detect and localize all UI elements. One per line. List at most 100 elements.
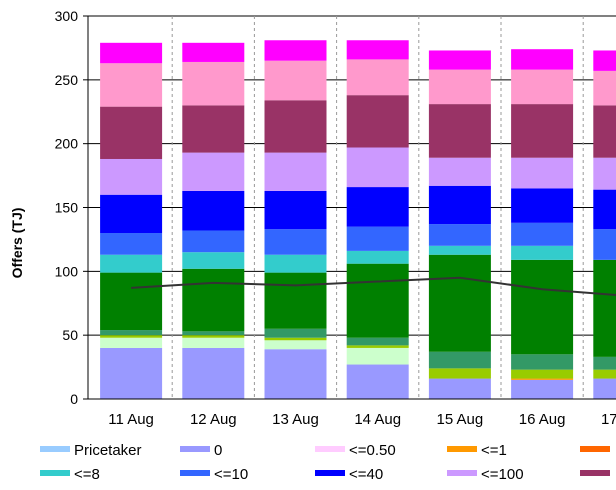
bar-segment xyxy=(593,70,616,106)
y-tick-label: 300 xyxy=(55,8,79,24)
bar-segment xyxy=(264,60,327,101)
bar-segment xyxy=(428,368,491,379)
bar-segment xyxy=(511,369,574,379)
bar-segment xyxy=(346,226,409,251)
bar-segment xyxy=(264,40,327,61)
bar-segment xyxy=(511,157,574,189)
bar-segment xyxy=(182,190,245,231)
y-tick-label: 100 xyxy=(55,263,79,279)
y-tick-labels: 0 50 100 150 200 250 300 xyxy=(55,8,79,407)
y-tick-label: 150 xyxy=(55,200,79,216)
bar-segment xyxy=(182,331,245,336)
bar-segment xyxy=(100,330,163,336)
bar-segment xyxy=(100,272,163,331)
legend-swatch xyxy=(447,446,477,452)
bar-segment xyxy=(182,61,245,106)
x-tick-label: 13 Aug xyxy=(272,411,319,428)
x-tick-label: 17 Aug xyxy=(601,411,616,428)
bar-segment xyxy=(182,152,245,191)
bar-segment xyxy=(100,194,163,234)
bar-segment xyxy=(593,105,616,158)
legend-swatch xyxy=(180,470,210,476)
bar-segment xyxy=(511,188,574,223)
x-tick-label: 11 Aug xyxy=(108,411,154,428)
bar-segment xyxy=(428,351,491,369)
bar-segment xyxy=(511,354,574,370)
bar-segment xyxy=(182,42,245,62)
bar-segment xyxy=(593,369,616,379)
bar-segment xyxy=(428,104,491,158)
bar-segment xyxy=(264,100,327,153)
bar-segment xyxy=(182,230,245,253)
bar-segment xyxy=(182,337,245,348)
legend-swatch xyxy=(315,470,345,476)
bar-segment xyxy=(182,335,245,338)
bar-segment xyxy=(593,50,616,71)
legend-swatch xyxy=(40,470,70,476)
y-tick-label: 250 xyxy=(55,72,79,88)
bar-segment xyxy=(428,185,491,225)
legend-label: <=10 xyxy=(214,466,248,483)
bar-segment xyxy=(100,63,163,107)
x-tick-label: 15 Aug xyxy=(437,411,484,428)
bar-segment xyxy=(593,157,616,190)
bar-segment xyxy=(100,106,163,159)
bar-segment xyxy=(100,337,163,348)
legend-label: Pricetaker xyxy=(74,442,142,459)
bar-segment xyxy=(346,250,409,264)
legend-label: <=0.50 xyxy=(349,442,396,459)
bar-segment xyxy=(264,272,327,329)
x-tick-labels: 11 Aug 12 Aug 13 Aug 14 Aug 15 Aug 16 Aug 17 A… xyxy=(108,411,616,428)
bar-segment xyxy=(346,147,409,188)
bar-stacks xyxy=(100,40,616,399)
bar-segment xyxy=(100,158,163,195)
y-tick-label: 0 xyxy=(70,391,78,407)
x-tick-label: 12 Aug xyxy=(190,411,237,428)
bar-segment xyxy=(428,378,491,399)
y-tick-label: 50 xyxy=(62,327,78,343)
y-axis-label: Offers (TJ) xyxy=(9,208,25,279)
legend: Pricetaker 0 <=0.50 <=1 <=8 <=10 <=40 <=100 xyxy=(40,442,610,483)
bar-segment xyxy=(100,42,163,64)
bar-segment xyxy=(264,328,327,338)
offers-line xyxy=(131,276,616,296)
legend-swatch xyxy=(180,446,210,452)
bar-segment xyxy=(100,335,163,338)
bar-segment xyxy=(346,187,409,227)
legend-label: <=100 xyxy=(481,466,524,483)
legend-swatch xyxy=(447,470,477,476)
bar-segment xyxy=(264,229,327,255)
y-tick-label: 200 xyxy=(55,136,79,152)
bar-segment xyxy=(428,254,491,352)
bar-segment xyxy=(346,263,409,338)
bar-segment xyxy=(346,95,409,148)
bar-segment xyxy=(182,252,245,269)
bar-segment xyxy=(264,254,327,273)
bar-segment xyxy=(182,105,245,153)
bar-segment xyxy=(593,259,616,357)
legend-label: 0 xyxy=(214,442,222,459)
bar-segment xyxy=(264,349,327,399)
bar-segment xyxy=(264,337,327,341)
bar-segment xyxy=(182,347,245,399)
bar-segment xyxy=(511,222,574,246)
bar-segment xyxy=(511,49,574,70)
x-tick-label: 14 Aug xyxy=(354,411,401,428)
bar-segment xyxy=(346,345,409,348)
bar-segment xyxy=(346,364,409,399)
bar-segment xyxy=(511,259,574,355)
line-series xyxy=(131,276,616,296)
bar-segment xyxy=(511,69,574,105)
bar-segment xyxy=(346,59,409,96)
axes xyxy=(83,15,616,400)
bar-segment xyxy=(511,104,574,158)
bar-segment xyxy=(264,152,327,191)
bar-segment xyxy=(346,337,409,346)
bar-segment xyxy=(182,268,245,332)
bar-segment xyxy=(100,347,163,399)
bar-segment xyxy=(511,378,574,380)
bar-segment xyxy=(511,379,574,399)
bar-segment xyxy=(428,245,491,255)
bar-segment xyxy=(593,189,616,230)
